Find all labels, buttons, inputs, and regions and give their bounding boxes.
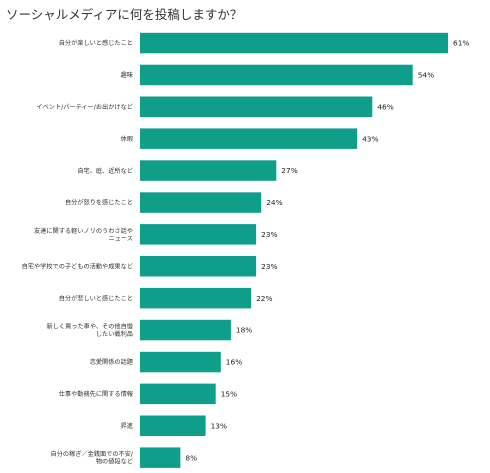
bar — [140, 351, 221, 373]
bar — [140, 128, 358, 149]
bar — [140, 192, 262, 213]
category-label: 自分が楽しいと感じたこと — [59, 39, 133, 47]
chart-title: ソーシャルメディアに何を投稿しますか？ — [6, 7, 243, 22]
category-label: したい戦利品 — [96, 330, 133, 338]
bar — [140, 287, 252, 309]
bar — [140, 160, 277, 181]
data-label: 15% — [221, 390, 237, 399]
data-label: 24% — [266, 198, 282, 207]
category-label: 自宅、庭、近所など — [77, 167, 133, 175]
data-label: 22% — [256, 294, 272, 303]
bar — [140, 383, 216, 405]
data-label: 27% — [281, 166, 297, 175]
data-label: 13% — [211, 421, 227, 430]
data-label: 18% — [236, 326, 252, 335]
bar — [140, 96, 373, 117]
category-label: 仕事や勤務先に関する情報 — [59, 390, 133, 398]
category-label: 友達に関する軽いノリのうわさ話や — [34, 227, 133, 235]
category-label: 物の値段など — [96, 458, 133, 466]
bar — [140, 319, 231, 341]
bar — [140, 415, 206, 436]
data-label: 43% — [362, 134, 378, 143]
category-label: 自分の稼ぎ／金銭面での不安/ — [50, 450, 133, 458]
category-label: 昇進 — [121, 422, 133, 430]
category-label: 自宅や学校での子どもの活動や成果など — [22, 263, 133, 271]
category-label: 趣味 — [121, 71, 133, 79]
data-label: 54% — [418, 71, 434, 80]
category-label: 新しく買った車や、その他自慢 — [47, 323, 133, 331]
data-label: 23% — [261, 230, 277, 239]
bar — [140, 224, 257, 245]
data-label: 46% — [377, 102, 393, 111]
data-label: 8% — [185, 453, 197, 462]
category-label: 自分が怒りを感じたこと — [65, 199, 133, 207]
bar — [140, 32, 448, 54]
data-label: 16% — [226, 358, 242, 367]
bar — [140, 447, 181, 468]
bar — [140, 256, 257, 277]
category-label: 休暇 — [121, 135, 133, 143]
bar — [140, 64, 413, 86]
category-label: イベント/パーティー/お出かけなど — [36, 103, 133, 111]
category-label: ニュース — [109, 235, 133, 242]
category-label: 自分が悲しいと感じたこと — [59, 294, 133, 302]
category-label: 恋愛関係の話題 — [90, 358, 133, 366]
data-label: 61% — [453, 39, 469, 48]
data-label: 23% — [261, 262, 277, 271]
